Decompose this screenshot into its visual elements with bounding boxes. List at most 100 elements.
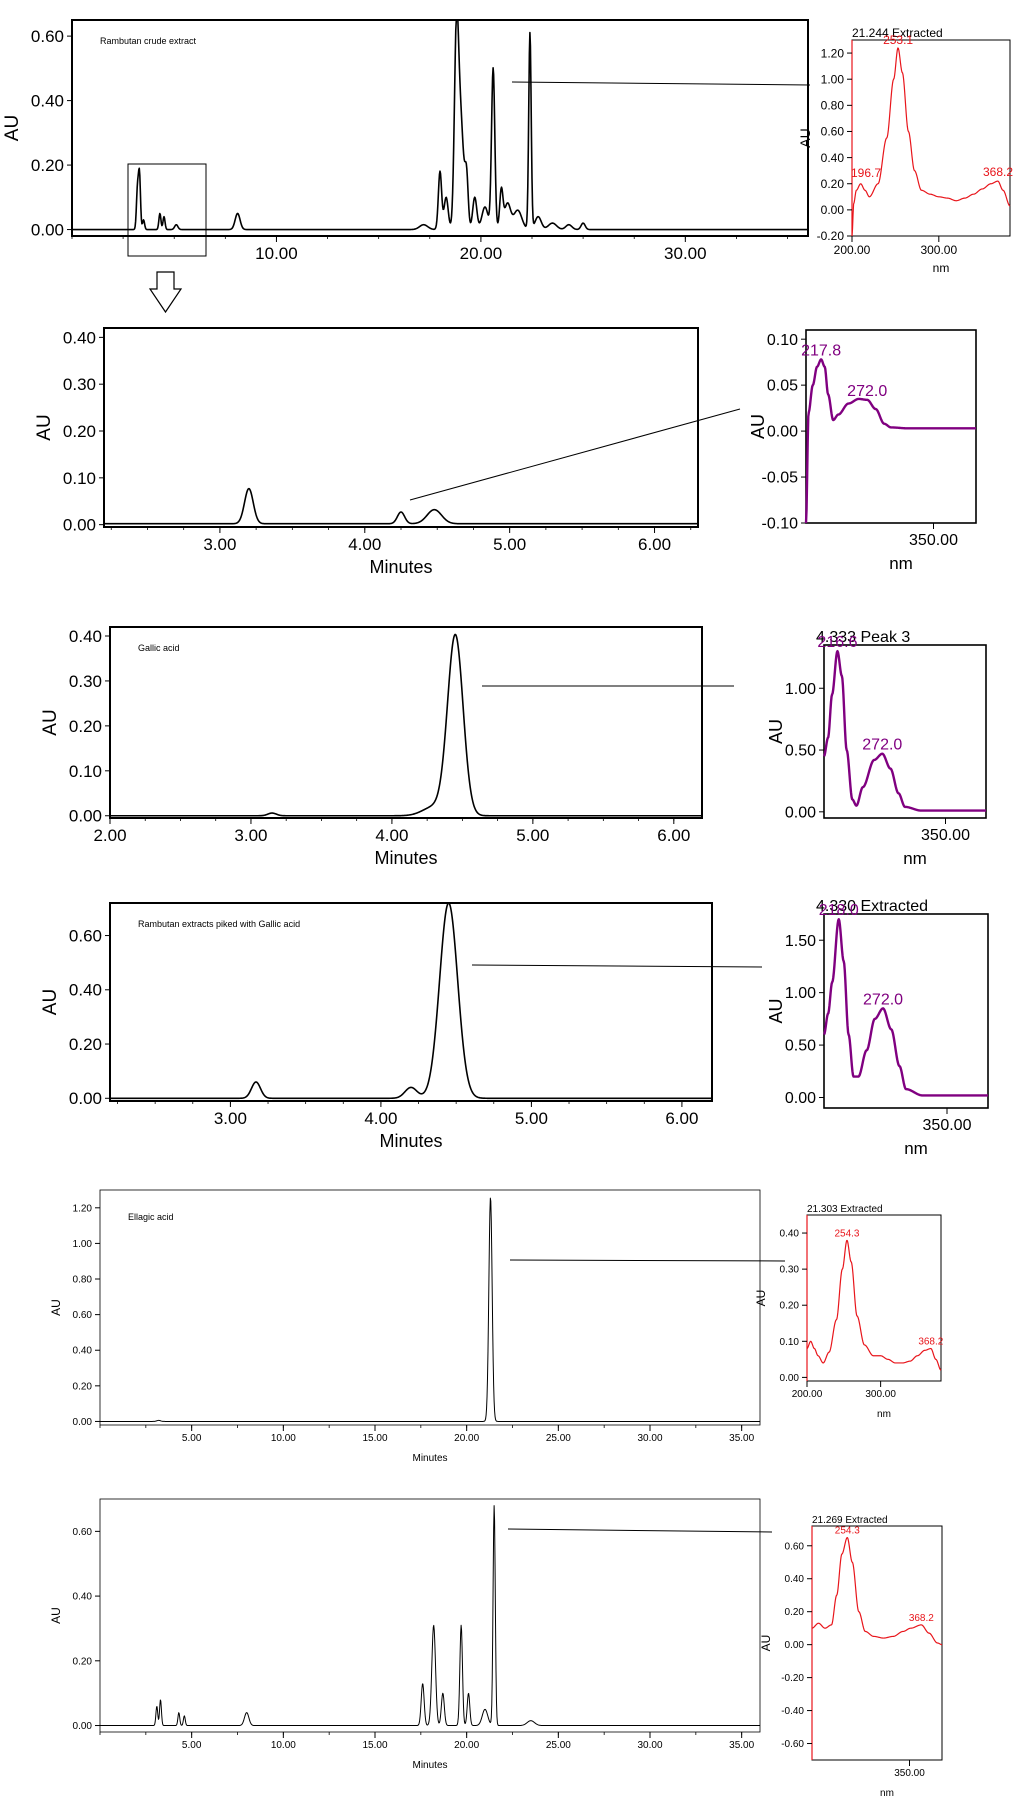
chromatogram-trace bbox=[71, 19, 809, 231]
x-axis-label: Minutes bbox=[374, 848, 437, 868]
chart-s4: 0.00 0.50 1.00 1.50 350.00 AU nm 4.330 Extracte… bbox=[766, 898, 989, 1158]
x-tick-label: 5.00 bbox=[182, 1740, 202, 1751]
y-tick-label: -0.20 bbox=[781, 1673, 804, 1684]
x-axis-label: nm bbox=[877, 1409, 891, 1420]
chart-title: Ellagic acid bbox=[128, 1212, 174, 1222]
x-tick-label: 300.00 bbox=[920, 243, 957, 257]
chromatogram-trace bbox=[103, 487, 699, 525]
x-tick-label: 350.00 bbox=[921, 827, 970, 844]
plot-frame bbox=[99, 1498, 761, 1733]
x-axis-label: nm bbox=[889, 554, 913, 573]
y-tick-label: 1.00 bbox=[73, 1239, 93, 1250]
chromatogram-trace bbox=[99, 1197, 761, 1422]
y-tick-label: 0.00 bbox=[69, 807, 102, 826]
y-tick-label: 0.80 bbox=[821, 99, 845, 113]
chart-c5: 0.00 0.20 0.40 0.60 0.80 1.00 1.20 5.00 10.00 15.… bbox=[49, 1189, 761, 1464]
spectrum-line bbox=[822, 649, 987, 812]
x-tick-label: 3.00 bbox=[214, 1109, 247, 1128]
chart-title: Rambutan extracts piked with Gallic acid bbox=[138, 919, 300, 929]
y-tick-label: 0.30 bbox=[780, 1265, 800, 1276]
chromatogram-trace bbox=[109, 633, 703, 817]
y-axis-label: AU bbox=[797, 128, 813, 147]
y-tick-label: 1.00 bbox=[785, 985, 816, 1002]
y-tick-label: -0.40 bbox=[781, 1706, 804, 1717]
x-tick-label: 10.00 bbox=[271, 1433, 296, 1444]
x-tick-label: 35.00 bbox=[729, 1740, 754, 1751]
x-axis-label: Minutes bbox=[369, 557, 432, 577]
y-tick-label: 0.30 bbox=[69, 672, 102, 691]
plot-frame bbox=[109, 902, 713, 1102]
y-tick-label: 0.60 bbox=[73, 1527, 93, 1538]
y-tick-label: 0.40 bbox=[73, 1592, 93, 1603]
peak-annotation: 217.8 bbox=[801, 342, 841, 359]
peak-annotation: 254.3 bbox=[834, 1228, 859, 1239]
y-tick-label: 1.20 bbox=[73, 1203, 93, 1214]
y-axis-label: AU bbox=[2, 115, 23, 141]
x-axis-label: nm bbox=[903, 849, 927, 868]
chart-title: Rambutan crude extract bbox=[100, 36, 197, 46]
x-tick-label: 6.00 bbox=[665, 1109, 698, 1128]
peak-annotation: 368.2 bbox=[983, 165, 1013, 179]
x-tick-label: 300.00 bbox=[865, 1389, 896, 1400]
x-axis-label: nm bbox=[880, 1788, 894, 1796]
y-tick-label: 0.20 bbox=[780, 1301, 800, 1312]
y-tick-label: 1.20 bbox=[821, 46, 845, 60]
y-tick-label: 0.20 bbox=[785, 1607, 805, 1618]
y-tick-label: 0.00 bbox=[780, 1373, 800, 1384]
x-tick-label: 200.00 bbox=[834, 243, 871, 257]
y-tick-label: 0.00 bbox=[767, 424, 798, 441]
y-axis-label: AU bbox=[49, 1607, 63, 1624]
x-tick-label: 4.00 bbox=[348, 535, 381, 554]
x-tick-label: 25.00 bbox=[546, 1740, 571, 1751]
y-tick-label: 0.00 bbox=[785, 804, 816, 821]
y-tick-label: 0.40 bbox=[73, 1346, 93, 1357]
y-tick-label: 0.20 bbox=[73, 1381, 93, 1392]
x-tick-label: 30.00 bbox=[664, 244, 707, 263]
y-tick-label: 0.00 bbox=[69, 1089, 102, 1108]
y-tick-label: 0.20 bbox=[821, 177, 845, 191]
y-axis-label: AU bbox=[766, 719, 786, 744]
chromatogram-trace bbox=[99, 1505, 761, 1727]
plot-frame bbox=[805, 329, 977, 524]
x-tick-label: 350.00 bbox=[894, 1768, 925, 1779]
x-tick-label: 20.00 bbox=[454, 1433, 479, 1444]
y-tick-label: -0.20 bbox=[817, 229, 845, 243]
leader-line-1 bbox=[511, 81, 811, 86]
peak-annotation: 216.6 bbox=[817, 634, 857, 651]
x-tick-label: 30.00 bbox=[637, 1740, 662, 1751]
leader-line-4 bbox=[471, 964, 763, 968]
y-axis-label: AU bbox=[759, 1635, 773, 1652]
zoom-region-box bbox=[127, 163, 207, 257]
x-tick-label: 4.00 bbox=[375, 826, 408, 845]
plot-frame bbox=[823, 644, 987, 819]
y-tick-label: 1.00 bbox=[821, 72, 845, 86]
chart-c2: 0.00 0.10 0.20 0.30 0.40 3.00 4.00 5.00 6.00 AU Mi… bbox=[34, 327, 699, 577]
leader-line-5 bbox=[509, 1259, 786, 1262]
y-tick-label: 0.10 bbox=[69, 762, 102, 781]
y-tick-label: 0.60 bbox=[69, 926, 102, 945]
y-tick-label: 0.10 bbox=[767, 332, 798, 349]
y-tick-label: 1.50 bbox=[785, 933, 816, 950]
y-tick-label: 0.00 bbox=[73, 1417, 93, 1428]
y-tick-label: 0.20 bbox=[63, 422, 96, 441]
y-tick-label: 0.00 bbox=[63, 516, 96, 535]
x-axis-label: nm bbox=[933, 261, 950, 275]
peak-annotation: 196.7 bbox=[851, 166, 881, 180]
spectrum-title: 21.303 Extracted bbox=[807, 1204, 883, 1215]
zoom-down-arrow-icon bbox=[148, 271, 183, 314]
spectrum-line bbox=[822, 918, 989, 1097]
x-tick-label: 5.00 bbox=[516, 826, 549, 845]
spectrum-line bbox=[851, 47, 1011, 237]
y-tick-label: 0.30 bbox=[63, 375, 96, 394]
y-tick-label: 0.80 bbox=[73, 1275, 93, 1286]
plot-frame bbox=[99, 1189, 761, 1426]
y-tick-label: -0.05 bbox=[762, 470, 799, 487]
y-tick-label: -0.60 bbox=[781, 1739, 804, 1750]
y-tick-label: 0.50 bbox=[785, 1038, 816, 1055]
spectrum-line bbox=[806, 1239, 942, 1371]
y-tick-label: 0.40 bbox=[31, 92, 64, 111]
chromatogram-trace bbox=[109, 902, 713, 1100]
plot-frame bbox=[811, 1525, 943, 1761]
